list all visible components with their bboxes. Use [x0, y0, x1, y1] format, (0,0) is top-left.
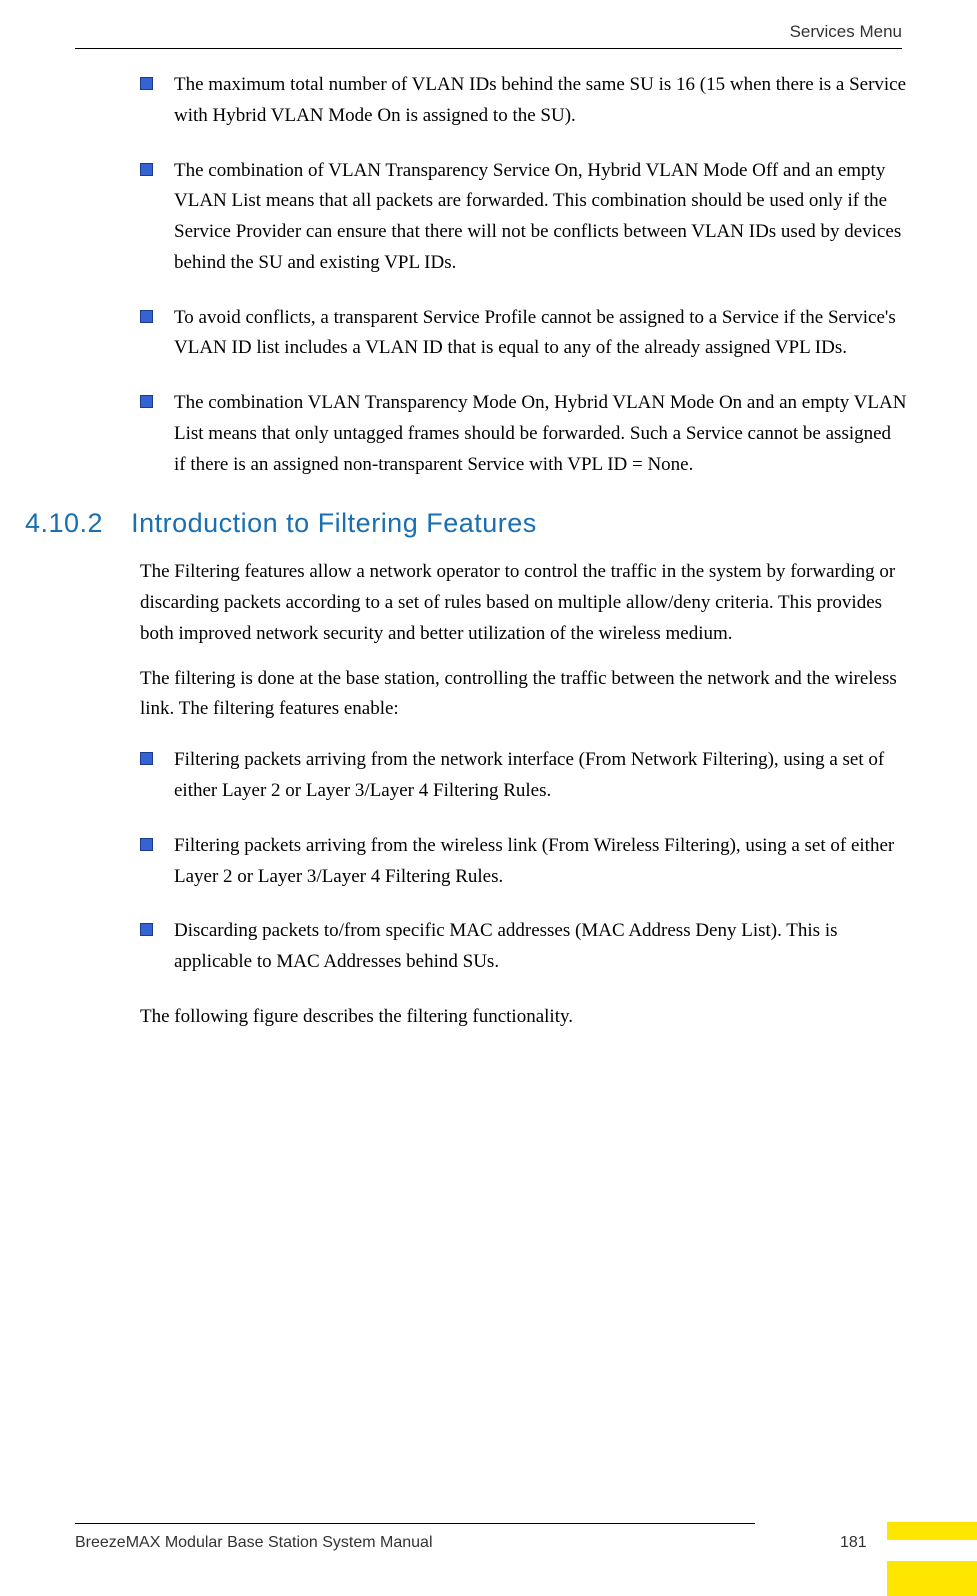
bullet-square-icon [140, 923, 153, 936]
bullet-text: The combination of VLAN Transparency Ser… [174, 160, 901, 273]
section-title: Introduction to Filtering Features [131, 508, 537, 539]
bullet-item: Discarding packets to/from specific MAC … [140, 916, 907, 978]
top-bullet-list: The maximum total number of VLAN IDs beh… [140, 70, 907, 480]
bullet-square-icon [140, 310, 153, 323]
bullet-square-icon [140, 752, 153, 765]
bullet-text: To avoid conflicts, a transparent Servic… [174, 307, 896, 359]
bullet-item: To avoid conflicts, a transparent Servic… [140, 303, 907, 365]
accent-bar-top [887, 1522, 977, 1540]
body-paragraph: The filtering is done at the base statio… [140, 664, 907, 726]
section-heading: 4.10.2 Introduction to Filtering Feature… [25, 508, 907, 539]
bullet-item: Filtering packets arriving from the wire… [140, 831, 907, 893]
bullet-text: Filtering packets arriving from the netw… [174, 749, 884, 801]
bullet-item: Filtering packets arriving from the netw… [140, 745, 907, 807]
footer-doc-title: BreezeMAX Modular Base Station System Ma… [75, 1534, 433, 1552]
bullet-square-icon [140, 163, 153, 176]
bullet-item: The combination VLAN Transparency Mode O… [140, 388, 907, 480]
accent-bar-bottom [887, 1561, 977, 1596]
bullet-square-icon [140, 838, 153, 851]
sub-bullet-list: Filtering packets arriving from the netw… [140, 745, 907, 978]
page-header-section: Services Menu [790, 22, 902, 42]
footer-rule [75, 1523, 755, 1524]
bullet-square-icon [140, 395, 153, 408]
header-rule [75, 48, 902, 49]
bullet-text: Discarding packets to/from specific MAC … [174, 920, 838, 972]
bullet-item: The combination of VLAN Transparency Ser… [140, 156, 907, 279]
bullet-square-icon [140, 77, 153, 90]
content-area: The maximum total number of VLAN IDs beh… [140, 70, 907, 1047]
bullet-text: The combination VLAN Transparency Mode O… [174, 392, 906, 475]
bullet-text: The maximum total number of VLAN IDs beh… [174, 74, 906, 126]
section-number: 4.10.2 [25, 508, 103, 539]
bullet-text: Filtering packets arriving from the wire… [174, 835, 894, 887]
closing-paragraph: The following figure describes the filte… [140, 1002, 907, 1033]
bullet-item: The maximum total number of VLAN IDs beh… [140, 70, 907, 132]
page-number: 181 [840, 1534, 867, 1552]
body-paragraph: The Filtering features allow a network o… [140, 557, 907, 649]
